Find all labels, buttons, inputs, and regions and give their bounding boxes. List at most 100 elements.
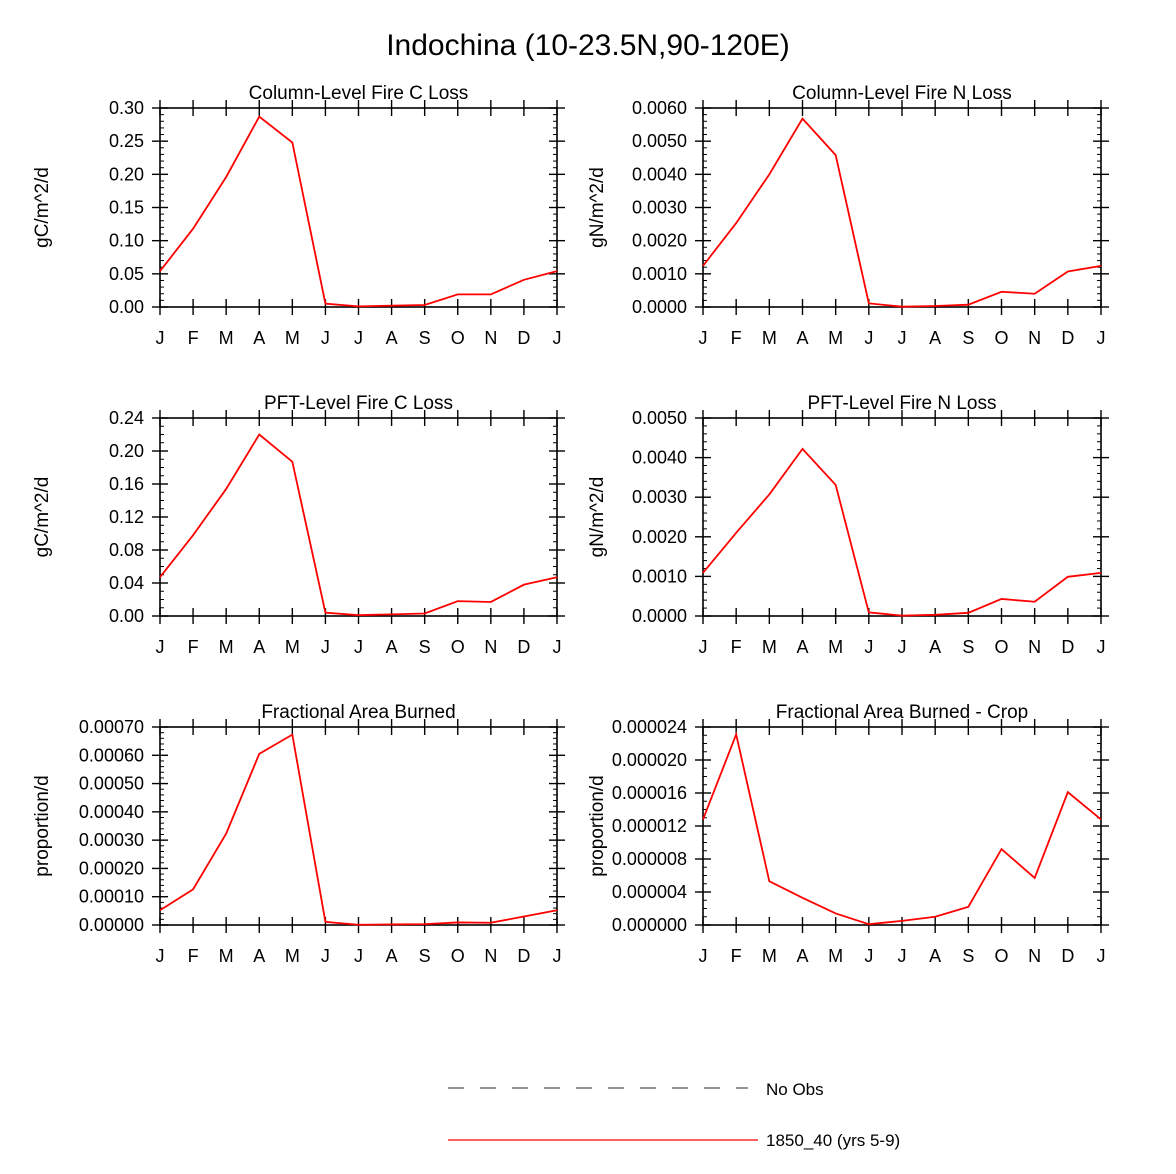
x-tick-label: N [1028,946,1041,966]
y-axis-label: gN/m^2/d [587,167,608,248]
y-tick-label: 0.08 [109,540,144,560]
x-tick-label: J [699,946,708,966]
x-tick-label: S [419,637,431,657]
y-tick-label: 0.30 [109,98,144,118]
y-tick-label: 0.0000 [632,606,687,626]
x-tick-label: M [762,946,777,966]
x-tick-label: M [219,637,234,657]
panel-title: Fractional Area Burned - Crop [776,702,1028,723]
panel-title: Column-Level Fire C Loss [249,83,469,104]
x-tick-label: N [1028,637,1041,657]
y-tick-label: 0.0010 [632,264,687,284]
x-tick-label: J [156,946,165,966]
x-tick-label: M [828,637,843,657]
series-line-1 [702,731,1102,926]
x-tick-label: N [484,637,497,657]
y-tick-label: 0.0000 [632,297,687,317]
x-tick-label: M [762,328,777,348]
x-tick-label: M [219,946,234,966]
y-tick-label: 0.0030 [632,198,687,218]
x-tick-label: F [731,946,742,966]
y-tick-label: 0.0010 [632,566,687,586]
y-axis-label: gC/m^2/d [32,167,53,248]
x-tick-label: J [321,946,330,966]
x-tick-label: J [699,328,708,348]
y-tick-label: 0.0060 [632,98,687,118]
x-tick-label: D [1061,946,1074,966]
plot-frame [702,726,1102,926]
y-tick-label: 0.25 [109,131,144,151]
plot-frame [702,107,1102,308]
y-tick-label: 0.000016 [612,783,687,803]
x-tick-label: J [553,328,562,348]
x-tick-label: O [451,946,465,966]
y-tick-label: 0.12 [109,507,144,527]
x-tick-label: F [188,637,199,657]
legend-series-label: 1850_40 (yrs 5-9) [766,1131,900,1150]
y-tick-label: 0.04 [109,573,144,593]
x-tick-label: S [962,328,974,348]
y-tick-label: 0.000000 [612,915,687,935]
y-tick-label: 0.0040 [632,164,687,184]
x-tick-label: J [354,328,363,348]
x-tick-label: J [354,946,363,966]
x-tick-label: N [484,946,497,966]
y-tick-label: 0.00060 [79,745,144,765]
x-tick-label: M [285,637,300,657]
x-tick-label: J [1097,946,1106,966]
plot-frame [159,726,558,926]
panel-title: PFT-Level Fire N Loss [808,393,997,414]
x-tick-label: J [864,637,873,657]
y-tick-label: 0.10 [109,231,144,251]
y-tick-label: 0.00 [109,606,144,626]
y-tick-label: 0.05 [109,264,144,284]
x-tick-label: M [828,946,843,966]
x-tick-label: J [156,328,165,348]
y-tick-label: 0.0020 [632,231,687,251]
x-tick-label: A [386,946,398,966]
x-tick-label: A [253,328,265,348]
series-line-1 [702,117,1102,308]
x-tick-label: O [994,637,1008,657]
y-tick-label: 0.20 [109,164,144,184]
y-tick-label: 0.00010 [79,887,144,907]
y-tick-label: 0.000012 [612,816,687,836]
y-axis-label: gN/m^2/d [587,477,608,558]
x-tick-label: D [517,328,530,348]
x-tick-label: D [517,637,530,657]
x-tick-label: M [828,328,843,348]
y-tick-label: 0.15 [109,198,144,218]
x-tick-label: M [285,946,300,966]
x-tick-label: N [484,328,497,348]
x-tick-label: J [321,637,330,657]
y-tick-label: 0.00020 [79,858,144,878]
y-tick-label: 0.00030 [79,830,144,850]
y-tick-label: 0.000020 [612,750,687,770]
panel-title: Column-Level Fire N Loss [792,83,1012,104]
x-tick-label: J [1097,637,1106,657]
x-tick-label: F [731,637,742,657]
x-tick-label: O [994,328,1008,348]
y-tick-label: 0.24 [109,408,144,428]
x-tick-label: J [699,637,708,657]
x-tick-label: A [253,946,265,966]
x-tick-label: D [1061,637,1074,657]
y-tick-label: 0.00000 [79,915,144,935]
series-line-1 [159,433,558,617]
y-tick-label: 0.0020 [632,527,687,547]
x-tick-label: O [451,328,465,348]
x-tick-label: A [796,637,808,657]
x-tick-label: D [1061,328,1074,348]
x-tick-label: A [386,328,398,348]
x-tick-label: A [929,946,941,966]
x-tick-label: F [731,328,742,348]
x-tick-label: J [321,328,330,348]
y-tick-label: 0.20 [109,441,144,461]
y-tick-label: 0.00 [109,297,144,317]
y-tick-label: 0.000004 [612,882,687,902]
x-tick-label: J [553,637,562,657]
